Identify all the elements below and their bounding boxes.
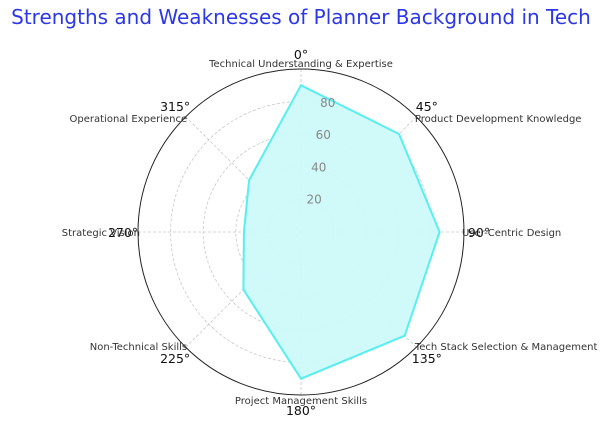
angle-tick-label: 90° [468,225,490,240]
category-label: Tech Stack Selection & Management [414,342,598,353]
category-label: Operational Experience [70,114,188,125]
category-label: Technical Understanding & Expertise [208,59,393,70]
angle-tick-label: 225° [160,351,190,366]
angle-tick-label: 315° [160,99,190,114]
category-label: Project Management Skills [235,396,367,407]
angle-tick-label: 135° [412,351,442,366]
category-label: Strategic Vision [62,228,140,239]
radial-tick-label: 80 [320,96,335,110]
category-label: Product Development Knowledge [415,114,582,125]
angle-tick-label: 180° [286,403,316,418]
angle-tick-label: 0° [294,47,308,62]
series-line [242,83,441,380]
radial-tick-label: 20 [307,193,322,207]
data-series [242,83,441,380]
category-label: User-Centric Design [462,228,561,239]
radial-tick-label: 40 [311,160,326,174]
series-area [243,85,440,379]
polar-frame [137,68,465,396]
angle-tick-label: 270° [108,225,138,240]
angle-tick-label: 45° [416,99,438,114]
chart-title: Strengths and Weaknesses of Planner Back… [11,5,591,29]
axis-labels: 20 40 60 80 0° 45° 90° 135° 180° 225° 270° 315° Tech… [62,47,598,418]
radial-tick-label: 60 [316,128,331,142]
category-label: Non-Technical Skills [90,342,187,353]
